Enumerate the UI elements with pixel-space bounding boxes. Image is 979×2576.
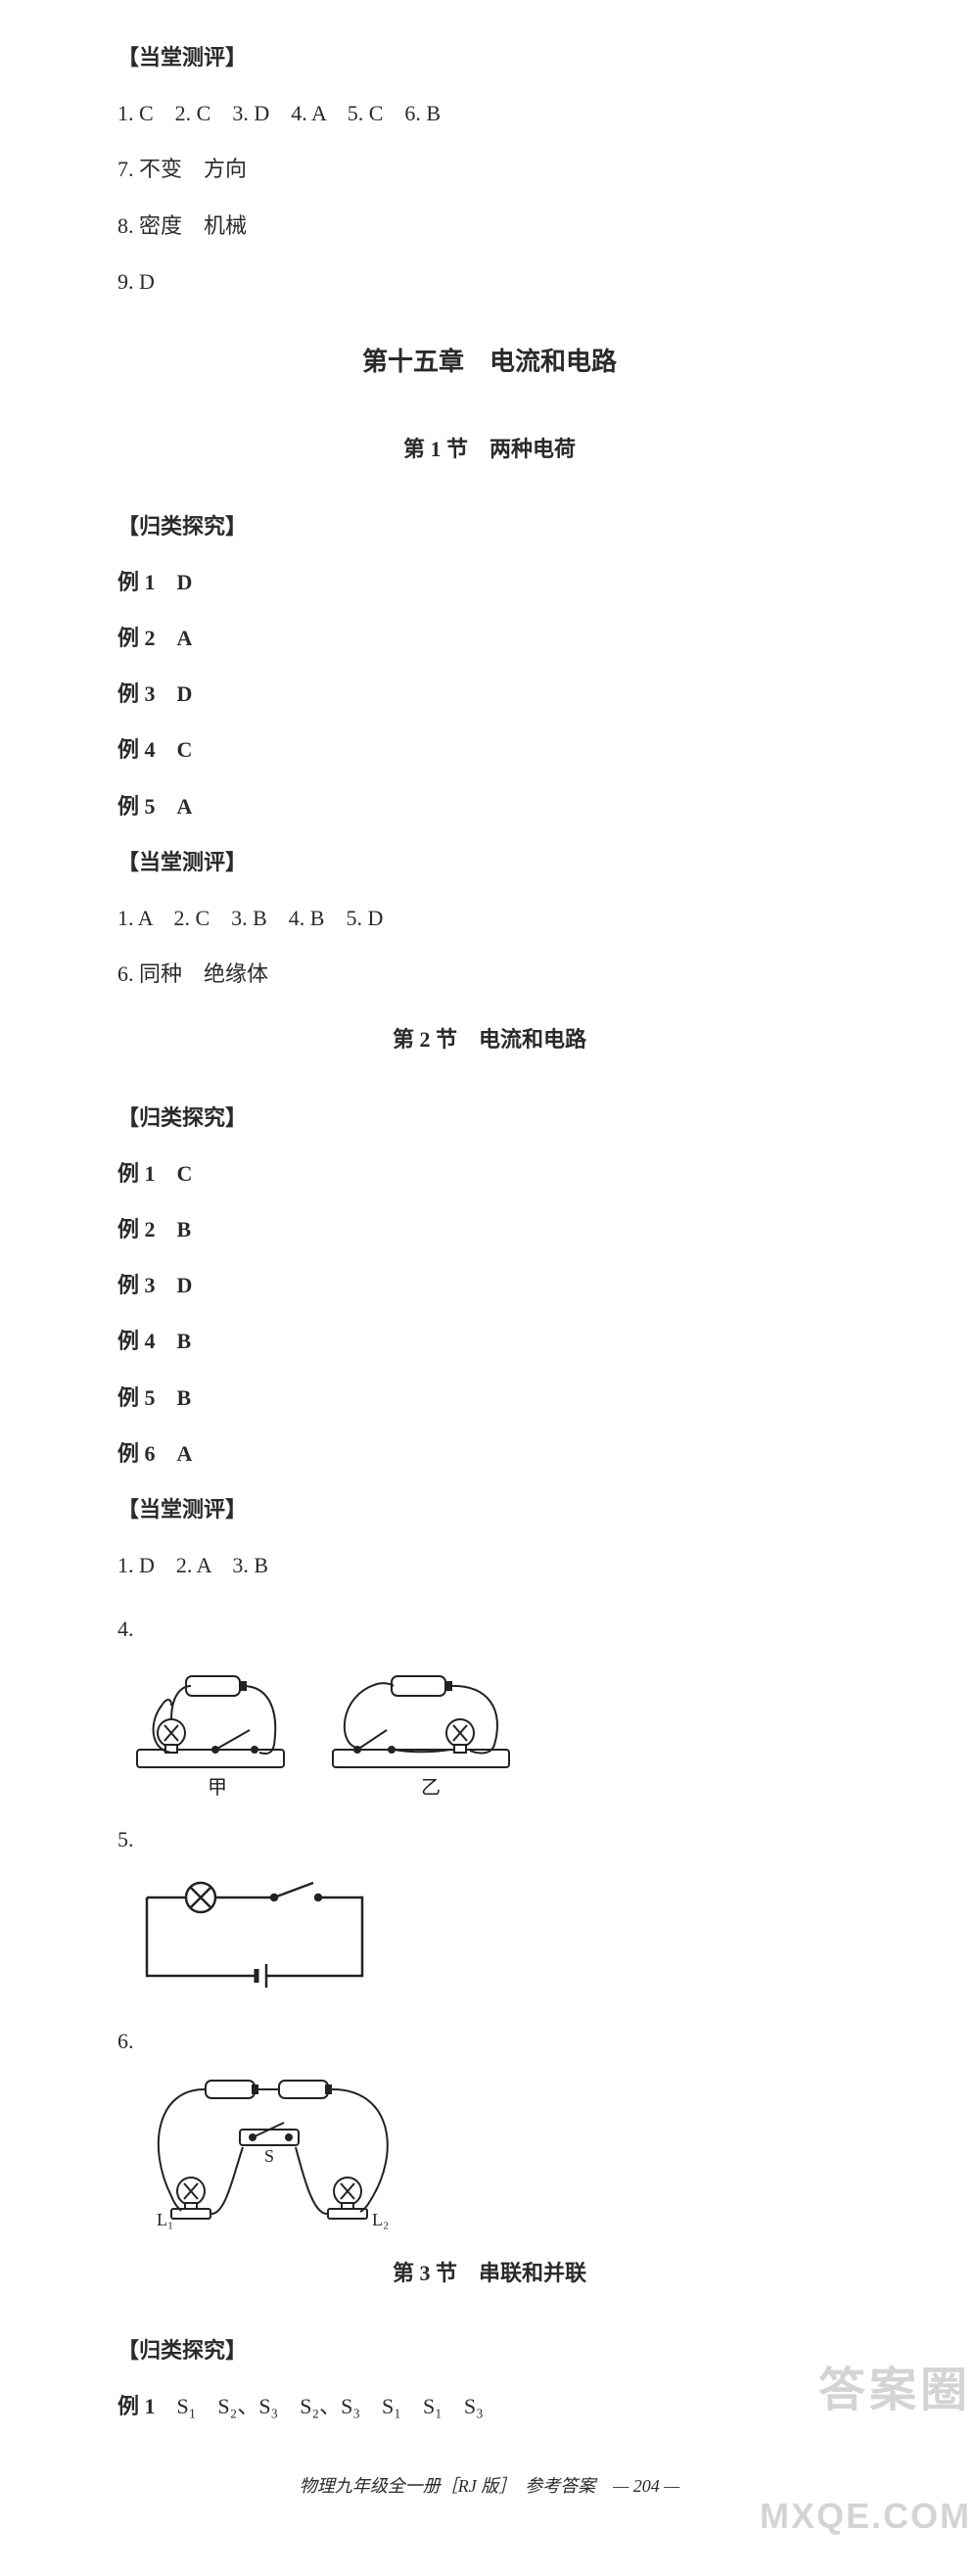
q4-label-a: 甲 <box>208 1777 227 1799</box>
q6-label: 6. <box>117 2013 145 2069</box>
q6-s-label: S <box>264 2146 274 2166</box>
s2-a-line1: 1. D 2. A 3. B <box>117 1537 862 1593</box>
q6-circuit-diagram: L₁ L₂ S <box>117 2069 431 2235</box>
q5-label: 5. <box>117 1811 145 1867</box>
s1-ex3: 例 3 D <box>117 666 862 722</box>
section-3-cat-heading: 【归类探究】 <box>117 2322 862 2378</box>
s1-assess-heading: 【当堂测评】 <box>117 834 862 890</box>
q5-block: 5. <box>117 1811 862 2004</box>
section-2-cat-heading: 【归类探究】 <box>117 1090 862 1146</box>
top-line-4: 9. D <box>117 254 862 309</box>
q6-l2-label: L₂ <box>372 2210 389 2229</box>
q6-l1-label: L₁ <box>157 2210 173 2229</box>
section-3-title: 第 3 节 串联和并联 <box>117 2245 862 2301</box>
top-assess-heading: 【当堂测评】 <box>117 29 862 85</box>
s1-ex1: 例 1 D <box>117 554 862 610</box>
s3-ex1-body: S₁ S₂、S₃ S₂、S₃ S₁ S₁ S₃ <box>156 2394 484 2418</box>
s1-a-line1: 1. A 2. C 3. B 4. B 5. D <box>117 890 862 946</box>
top-line-3: 8. 密度 机械 <box>117 198 862 254</box>
page-content: 【当堂测评】 1. C 2. C 3. D 4. A 5. C 6. B 7. … <box>0 0 979 2576</box>
chapter-title: 第十五章 电流和电路 <box>117 329 862 396</box>
s1-ex4: 例 4 C <box>117 722 862 777</box>
section-1-cat-heading: 【归类探究】 <box>117 498 862 554</box>
top-line-1: 1. C 2. C 3. D 4. A 5. C 6. B <box>117 85 862 141</box>
page-footer: 物理九年级全一册［RJ 版］ 参考答案 — 204 — <box>117 2463 862 2509</box>
q5-circuit-diagram <box>117 1868 392 2005</box>
s1-ex5: 例 5 A <box>117 778 862 834</box>
s2-ex4: 例 4 B <box>117 1313 862 1369</box>
s2-ex6: 例 6 A <box>117 1426 862 1481</box>
s2-ex3: 例 3 D <box>117 1257 862 1313</box>
q6-block: 6. <box>117 2013 862 2235</box>
s1-ex2: 例 2 A <box>117 610 862 666</box>
q4-label: 4. <box>117 1601 145 1657</box>
s2-ex2: 例 2 B <box>117 1201 862 1257</box>
s1-a-line2: 6. 同种 绝缘体 <box>117 946 862 1002</box>
s2-ex5: 例 5 B <box>117 1370 862 1426</box>
watermark-answers: 答案圈 <box>818 2351 971 2419</box>
section-1-title: 第 1 节 两种电荷 <box>117 421 862 477</box>
q4-label-b: 乙 <box>421 1777 441 1799</box>
s3-ex1: 例 1 S₁ S₂、S₃ S₂、S₃ S₁ S₁ S₃ <box>117 2378 862 2434</box>
s2-ex1: 例 1 C <box>117 1146 862 1201</box>
section-2-title: 第 2 节 电流和电路 <box>117 1011 862 1067</box>
watermark-site: MXQE.COM <box>760 2496 971 2537</box>
s2-assess-heading: 【当堂测评】 <box>117 1481 862 1537</box>
q4-circuit-diagram: 甲 乙 <box>117 1657 529 1803</box>
q4-block: 4. 甲 <box>117 1601 862 1803</box>
s3-ex1-prefix: 例 1 <box>117 2394 156 2418</box>
top-line-2: 7. 不变 方向 <box>117 141 862 197</box>
